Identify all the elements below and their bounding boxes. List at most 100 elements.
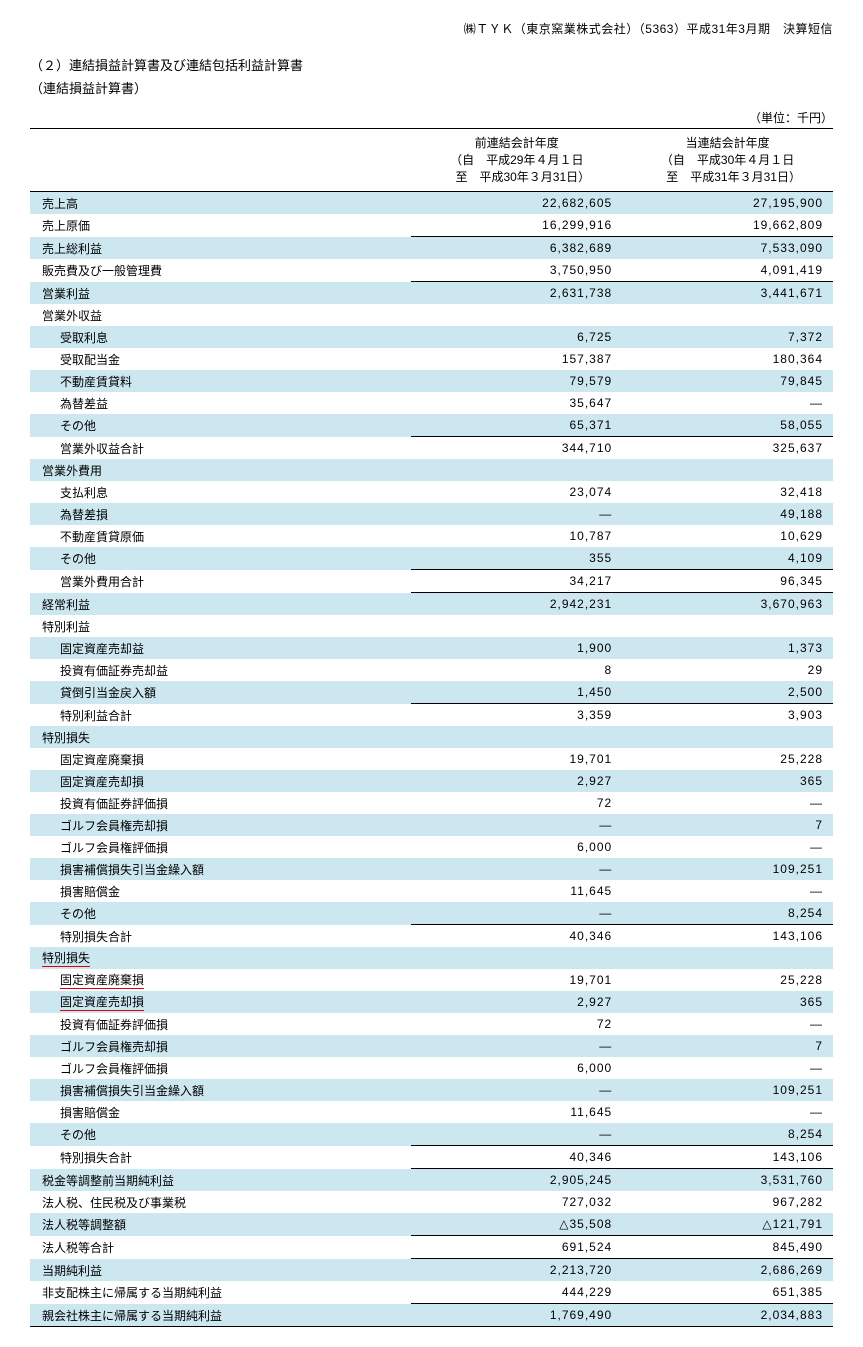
row-value-curr: 967,282 bbox=[622, 1191, 833, 1213]
row-value-prev: — bbox=[411, 503, 622, 525]
table-row: 法人税等調整額△35,508△121,791 bbox=[30, 1213, 833, 1236]
row-value-curr: 29 bbox=[622, 659, 833, 681]
row-value-prev: 2,927 bbox=[411, 770, 622, 792]
row-value-curr: 58,055 bbox=[622, 414, 833, 437]
row-label: 不動産賃貸料 bbox=[30, 370, 411, 392]
table-row: 経常利益2,942,2313,670,963 bbox=[30, 593, 833, 616]
row-value-prev: 6,382,689 bbox=[411, 237, 622, 260]
row-value-prev: 3,359 bbox=[411, 704, 622, 727]
row-value-curr: 19,662,809 bbox=[622, 214, 833, 237]
table-row: 損害賠償金11,645— bbox=[30, 1101, 833, 1123]
row-value-prev: 22,682,605 bbox=[411, 192, 622, 215]
row-label: 税金等調整前当期純利益 bbox=[30, 1169, 411, 1192]
row-label: 損害賠償金 bbox=[30, 1101, 411, 1123]
income-statement-table: 前連結会計年度 （自 平成29年４月１日 至 平成30年３月31日） 当連結会計… bbox=[30, 128, 833, 1327]
row-value-prev: — bbox=[411, 1035, 622, 1057]
table-row: 法人税等合計691,524845,490 bbox=[30, 1236, 833, 1259]
row-value-curr: 3,531,760 bbox=[622, 1169, 833, 1192]
row-label: 売上原価 bbox=[30, 214, 411, 237]
row-value-prev: 157,387 bbox=[411, 348, 622, 370]
table-row: その他3554,109 bbox=[30, 547, 833, 570]
row-label: 売上総利益 bbox=[30, 237, 411, 260]
row-label: 販売費及び一般管理費 bbox=[30, 259, 411, 282]
row-value-curr: 32,418 bbox=[622, 481, 833, 503]
row-value-prev: 2,213,720 bbox=[411, 1259, 622, 1282]
row-value-prev bbox=[411, 459, 622, 481]
row-value-prev: 16,299,916 bbox=[411, 214, 622, 237]
row-value-prev: 691,524 bbox=[411, 1236, 622, 1259]
row-value-curr: 1,373 bbox=[622, 637, 833, 659]
unit-label: （単位：千円） bbox=[30, 109, 833, 126]
row-value-curr: 8,254 bbox=[622, 1123, 833, 1146]
row-value-prev: 65,371 bbox=[411, 414, 622, 437]
row-label: 損害賠償金 bbox=[30, 880, 411, 902]
table-row: 不動産賃貸料79,57979,845 bbox=[30, 370, 833, 392]
table-row: ゴルフ会員権評価損6,000— bbox=[30, 1057, 833, 1079]
row-value-curr bbox=[622, 947, 833, 969]
row-value-curr: 79,845 bbox=[622, 370, 833, 392]
row-value-curr: 49,188 bbox=[622, 503, 833, 525]
row-value-curr: 3,670,963 bbox=[622, 593, 833, 616]
row-label: 特別損失 bbox=[30, 726, 411, 748]
row-value-curr: 3,903 bbox=[622, 704, 833, 727]
table-row: 親会社株主に帰属する当期純利益1,769,4902,034,883 bbox=[30, 1304, 833, 1327]
row-value-curr bbox=[622, 726, 833, 748]
row-label: ゴルフ会員権評価損 bbox=[30, 836, 411, 858]
row-label: 受取利息 bbox=[30, 326, 411, 348]
row-value-curr: — bbox=[622, 1013, 833, 1035]
table-row: 特別利益 bbox=[30, 615, 833, 637]
table-row: 売上原価16,299,91619,662,809 bbox=[30, 214, 833, 237]
section-subtitle: （連結損益計算書） bbox=[30, 78, 833, 97]
row-label: 固定資産廃棄損 bbox=[30, 969, 411, 991]
table-row: 特別損失合計40,346143,106 bbox=[30, 1146, 833, 1169]
row-value-curr: 27,195,900 bbox=[622, 192, 833, 215]
row-value-curr: 2,034,883 bbox=[622, 1304, 833, 1327]
row-label: その他 bbox=[30, 414, 411, 437]
row-label: ゴルフ会員権売却損 bbox=[30, 1035, 411, 1057]
row-value-prev: — bbox=[411, 902, 622, 925]
table-row: 固定資産売却益1,9001,373 bbox=[30, 637, 833, 659]
row-value-curr: 4,091,419 bbox=[622, 259, 833, 282]
table-row: 営業外収益 bbox=[30, 304, 833, 326]
row-value-prev: 72 bbox=[411, 792, 622, 814]
table-row: ゴルフ会員権評価損6,000— bbox=[30, 836, 833, 858]
table-row: 為替差益35,647— bbox=[30, 392, 833, 414]
row-label: 固定資産廃棄損 bbox=[30, 748, 411, 770]
row-value-prev: 1,900 bbox=[411, 637, 622, 659]
table-row: 損害賠償金11,645— bbox=[30, 880, 833, 902]
row-value-prev: 19,701 bbox=[411, 748, 622, 770]
table-row: 不動産賃貸原価10,78710,629 bbox=[30, 525, 833, 547]
row-value-prev: 2,927 bbox=[411, 991, 622, 1013]
row-label: 法人税、住民税及び事業税 bbox=[30, 1191, 411, 1213]
row-value-prev: 6,000 bbox=[411, 1057, 622, 1079]
row-label: 特別利益合計 bbox=[30, 704, 411, 727]
row-value-prev: 6,725 bbox=[411, 326, 622, 348]
row-value-curr: 3,441,671 bbox=[622, 282, 833, 305]
table-row: 営業利益2,631,7383,441,671 bbox=[30, 282, 833, 305]
row-value-prev: 11,645 bbox=[411, 1101, 622, 1123]
row-value-prev: 72 bbox=[411, 1013, 622, 1035]
row-label: 特別損失 bbox=[30, 947, 411, 969]
row-value-curr: 365 bbox=[622, 991, 833, 1013]
row-value-curr: 180,364 bbox=[622, 348, 833, 370]
table-row: 販売費及び一般管理費3,750,9504,091,419 bbox=[30, 259, 833, 282]
row-value-prev: 35,647 bbox=[411, 392, 622, 414]
row-label: 受取配当金 bbox=[30, 348, 411, 370]
doc-header: ㈱ＴＹＫ（東京窯業株式会社）（5363）平成31年3月期 決算短信 bbox=[30, 20, 833, 37]
row-value-curr: 109,251 bbox=[622, 858, 833, 880]
row-value-curr: 2,686,269 bbox=[622, 1259, 833, 1282]
row-value-prev bbox=[411, 304, 622, 326]
row-value-prev: — bbox=[411, 814, 622, 836]
row-value-prev: 23,074 bbox=[411, 481, 622, 503]
table-row: 非支配株主に帰属する当期純利益444,229651,385 bbox=[30, 1281, 833, 1304]
row-value-curr bbox=[622, 459, 833, 481]
period-header-curr: 当連結会計年度 （自 平成30年４月１日 至 平成31年３月31日） bbox=[622, 129, 833, 192]
row-value-curr: 7 bbox=[622, 814, 833, 836]
row-label: 営業外費用合計 bbox=[30, 570, 411, 593]
row-value-prev: 40,346 bbox=[411, 925, 622, 948]
table-body: 売上高22,682,60527,195,900売上原価16,299,91619,… bbox=[30, 192, 833, 1327]
row-label: 法人税等合計 bbox=[30, 1236, 411, 1259]
row-label: 営業利益 bbox=[30, 282, 411, 305]
table-row: その他—8,254 bbox=[30, 1123, 833, 1146]
row-value-curr: — bbox=[622, 792, 833, 814]
